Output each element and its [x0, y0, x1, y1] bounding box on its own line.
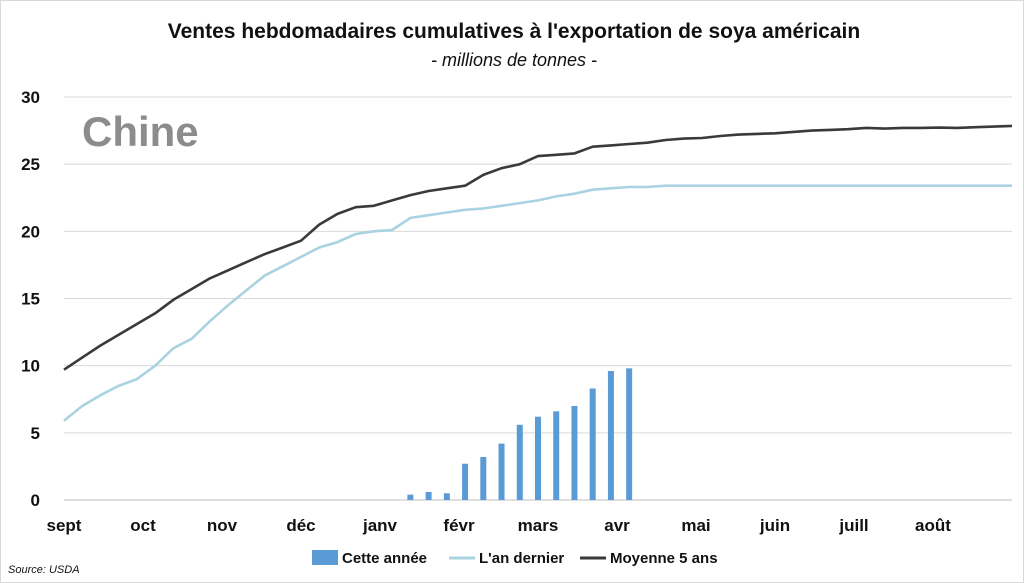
bar-cette-annee	[480, 457, 487, 500]
region-annotation: Chine	[82, 108, 199, 155]
x-tick-label: avr	[604, 516, 630, 535]
legend-swatch-bar	[312, 550, 338, 565]
y-tick-label: 25	[21, 155, 40, 174]
line-lan-dernier	[63, 184, 1012, 422]
x-tick-label: févr	[443, 516, 475, 535]
source-note: Source: USDA	[8, 564, 80, 576]
x-tick-label: oct	[130, 516, 156, 535]
y-tick-label: 0	[31, 491, 40, 510]
bar-cette-annee	[589, 388, 596, 500]
bar-cette-annee	[425, 491, 432, 500]
x-tick-label: juill	[838, 516, 868, 535]
y-tick-label: 10	[21, 357, 40, 376]
y-tick-label: 5	[31, 424, 40, 443]
x-tick-label: juin	[759, 516, 790, 535]
y-tick-label: 15	[21, 290, 40, 309]
bar-cette-annee	[626, 368, 633, 500]
bar-cette-annee	[498, 443, 505, 500]
bar-cette-annee	[553, 411, 560, 500]
legend: Cette année L'an dernier Moyenne 5 ans	[312, 550, 718, 567]
bar-cette-annee	[407, 494, 414, 500]
bar-cette-annee	[571, 405, 578, 500]
x-tick-label: nov	[207, 516, 238, 535]
x-tick-label: août	[915, 516, 951, 535]
x-tick-label: janv	[362, 516, 398, 535]
y-axis-ticks: 0 5 10 15 20 25 30	[21, 88, 40, 510]
x-tick-label: sept	[47, 516, 82, 535]
chart-subtitle: - millions de tonnes -	[431, 50, 597, 70]
y-tick-label: 20	[21, 222, 40, 241]
bars-cette-annee	[407, 368, 633, 500]
bar-cette-annee	[516, 424, 523, 500]
x-tick-label: mars	[518, 516, 559, 535]
series-lines	[63, 124, 1013, 422]
bar-cette-annee	[462, 463, 469, 500]
bar-cette-annee	[535, 416, 541, 500]
bar-cette-annee	[443, 493, 450, 500]
x-axis-ticks: sept oct nov déc janv févr mars avr mai juin juill…	[47, 516, 952, 535]
legend-label: L'an dernier	[479, 550, 564, 567]
x-tick-label: déc	[286, 516, 315, 535]
x-tick-label: mai	[681, 516, 710, 535]
y-tick-label: 30	[21, 88, 40, 107]
legend-label: Cette année	[342, 550, 427, 567]
bar-cette-annee	[607, 371, 614, 500]
legend-label: Moyenne 5 ans	[610, 550, 718, 567]
line-moyenne-5-ans	[63, 124, 1013, 371]
chart-title: Ventes hebdomadaires cumulatives à l'exp…	[168, 20, 860, 43]
